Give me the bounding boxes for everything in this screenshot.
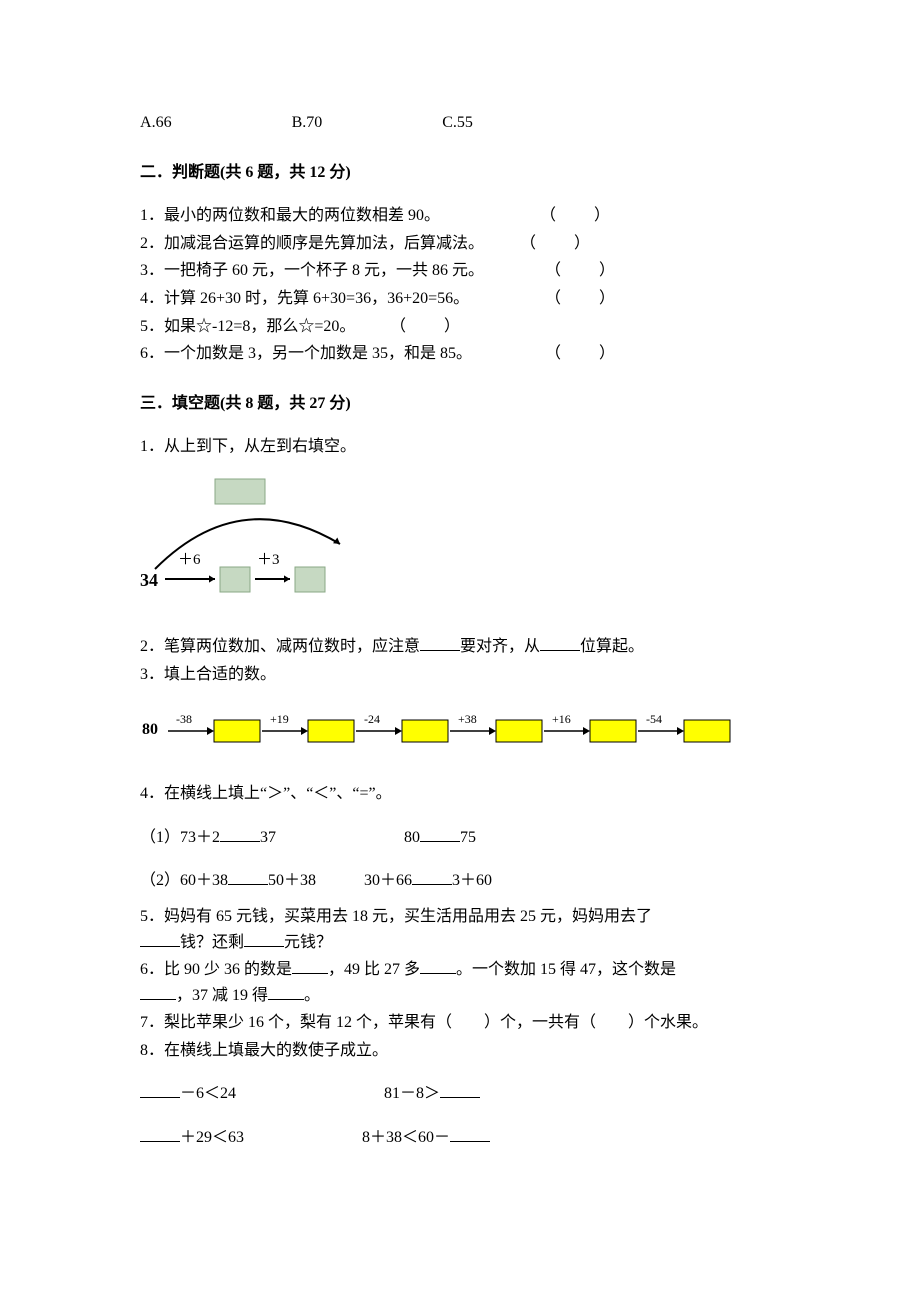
svg-text:-38: -38: [176, 712, 192, 726]
q4-1b: 37: [260, 829, 276, 846]
fill-q6: 6．比 90 少 36 的数是 ，49 比 27 多 。一个数加 15 得 47，这…: [140, 957, 780, 1008]
fill-q4-line1: （1）73＋2 37 80 75: [140, 825, 780, 851]
q4-1d: 75: [460, 829, 476, 846]
q4-1c: 80: [404, 829, 420, 846]
fill-q1: 1．从上到下，从左到右填空。: [140, 434, 780, 460]
svg-text:34: 34: [140, 570, 158, 590]
judge-text: 6．一个加数是 3，另一个加数是 35，和是 85。: [140, 345, 472, 362]
svg-text:80: 80: [142, 721, 158, 738]
fill-q4: 4．在横线上填上“＞”、“＜”、“=”。: [140, 781, 780, 807]
diagram-1: 34 ＋6 ＋3: [140, 474, 780, 604]
fill-q8: 8．在横线上填最大的数使子成立。: [140, 1038, 780, 1064]
blank: [268, 983, 304, 1000]
judge-item: 2．加减混合运算的顺序是先算加法，后算减法。 （ ）: [140, 231, 780, 257]
q5-a: 5．妈妈有 65 元钱，买菜用去 18 元，买生活用品用去 25 元，妈妈用去了: [140, 908, 652, 925]
fill-q5: 5．妈妈有 65 元钱，买菜用去 18 元，买生活用品用去 25 元，妈妈用去了…: [140, 904, 780, 955]
diagram-1-svg: 34 ＋6 ＋3: [140, 474, 400, 604]
judge-text: 2．加减混合运算的顺序是先算加法，后算减法。: [140, 235, 484, 252]
q6-c: 。一个数加 15 得 47，这个数是: [456, 961, 676, 978]
svg-text:＋6: ＋6: [178, 552, 201, 568]
blank: [140, 930, 180, 947]
judge-text: 3．一把椅子 60 元，一个杯子 8 元，一共 86 元。: [140, 262, 484, 279]
blank: [420, 825, 460, 842]
mc-option-a: A.66: [140, 110, 172, 136]
q6-d: ，37 减 19 得: [176, 987, 268, 1004]
paren-blank: （ ）: [520, 231, 592, 257]
q6-a: 6．比 90 少 36 的数是: [140, 961, 292, 978]
mc-option-c-text: 55: [457, 114, 473, 131]
fill-q2-mid: 要对齐，从: [460, 638, 540, 655]
blank: [420, 634, 460, 651]
mc-option-a-letter: A: [140, 114, 152, 131]
fill-q3: 3．填上合适的数。: [140, 662, 780, 688]
fill-q7: 7．梨比苹果少 16 个，梨有 12 个，苹果有（ ）个，一共有（ ）个水果。: [140, 1010, 780, 1036]
fill-q8-line1: －6＜24 81－8＞: [140, 1081, 780, 1107]
svg-text:-54: -54: [646, 712, 662, 726]
svg-text:+16: +16: [552, 712, 571, 726]
fill-q2-pre: 2．笔算两位数加、减两位数时，应注意: [140, 638, 420, 655]
judge-text: 1．最小的两位数和最大的两位数相差 90。: [140, 207, 440, 224]
paren-blank: （ ）: [545, 258, 617, 284]
svg-text:+19: +19: [270, 712, 289, 726]
fill-q4-line2: （2）60＋38 50＋38 30＋66 3＋60: [140, 868, 780, 894]
q4-2c: 30＋66: [364, 872, 412, 889]
judge-list: 1．最小的两位数和最大的两位数相差 90。（ ）2．加减混合运算的顺序是先算加法…: [140, 203, 780, 367]
q8-1b: 81－8＞: [384, 1085, 440, 1102]
q8-2a: ＋29＜63: [180, 1129, 244, 1146]
fill-q2: 2．笔算两位数加、减两位数时，应注意 要对齐，从 位算起。: [140, 634, 780, 660]
judge-item: 6．一个加数是 3，另一个加数是 35，和是 85。 （ ）: [140, 341, 780, 367]
paren-blank: （ ）: [545, 286, 617, 312]
mc-option-c: C.55: [442, 110, 473, 136]
judge-item: 3．一把椅子 60 元，一个杯子 8 元，一共 86 元。 （ ）: [140, 258, 780, 284]
section-2-title: 二．判断题(共 6 题，共 12 分): [140, 160, 780, 186]
paren-blank: （ ）: [390, 314, 462, 340]
judge-text: 5．如果☆-12=8，那么☆=20。: [140, 318, 355, 335]
q6-b: ，49 比 27 多: [328, 961, 420, 978]
section-3-title: 三．填空题(共 8 题，共 27 分): [140, 391, 780, 417]
q4-2a: （2）60＋38: [140, 872, 228, 889]
q8-2b: 8＋38＜60－: [362, 1129, 450, 1146]
page: A.66 B.70 C.55 二．判断题(共 6 题，共 12 分) 1．最小的…: [0, 0, 920, 1233]
mc-options-row: A.66 B.70 C.55: [140, 110, 780, 136]
blank: [140, 983, 176, 1000]
blank: [220, 825, 260, 842]
judge-text: 4．计算 26+30 时，先算 6+30=36，36+20=56。: [140, 290, 469, 307]
blank: [450, 1125, 490, 1142]
blank: [292, 957, 328, 974]
diagram-2: 80 -38 +19 -24 +38 +16 -54: [140, 701, 780, 751]
judge-item: 4．计算 26+30 时，先算 6+30=36，36+20=56。 （ ）: [140, 286, 780, 312]
mc-option-b: B.70: [292, 110, 323, 136]
q4-1a: （1）73＋2: [140, 829, 220, 846]
paren-blank: （ ）: [545, 341, 617, 367]
q8-1a: －6＜24: [180, 1085, 236, 1102]
q5-b: 钱？还剩: [180, 934, 244, 951]
fill-q2-suf: 位算起。: [580, 638, 644, 655]
blank: [244, 930, 284, 947]
fill-q8-line2: ＋29＜63 8＋38＜60－: [140, 1125, 780, 1151]
svg-text:-24: -24: [364, 712, 380, 726]
q6-e: 。: [304, 987, 320, 1004]
paren-blank: （ ）: [540, 203, 612, 229]
judge-item: 5．如果☆-12=8，那么☆=20。 （ ）: [140, 314, 780, 340]
blank: [228, 868, 268, 885]
diagram-2-svg: 80 -38 +19 -24 +38 +16 -54: [140, 701, 760, 751]
judge-item: 1．最小的两位数和最大的两位数相差 90。 （ ）: [140, 203, 780, 229]
mc-option-b-text: 70: [306, 114, 322, 131]
blank: [440, 1081, 480, 1098]
svg-text:+38: +38: [458, 712, 477, 726]
blank: [420, 957, 456, 974]
blank: [140, 1125, 180, 1142]
blank: [140, 1081, 180, 1098]
mc-option-c-letter: C: [442, 114, 453, 131]
mc-option-a-text: 66: [156, 114, 172, 131]
svg-text:＋3: ＋3: [257, 552, 280, 568]
q5-c: 元钱？: [284, 934, 332, 951]
blank: [412, 868, 452, 885]
q4-2d: 3＋60: [452, 872, 492, 889]
blank: [540, 634, 580, 651]
q4-2b: 50＋38: [268, 872, 316, 889]
mc-option-b-letter: B: [292, 114, 303, 131]
